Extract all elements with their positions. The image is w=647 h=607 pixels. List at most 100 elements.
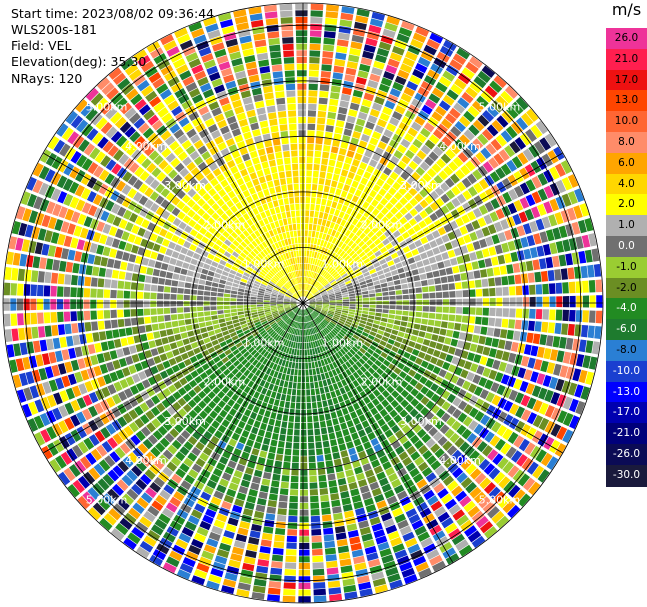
- velocity-gate: [315, 306, 322, 310]
- velocity-gate: [265, 513, 276, 521]
- velocity-gate: [83, 356, 93, 368]
- velocity-gate: [306, 409, 312, 416]
- velocity-gate: [270, 308, 278, 311]
- velocity-gate: [138, 325, 146, 334]
- velocity-gate: [336, 45, 348, 54]
- velocity-gate: [174, 162, 185, 173]
- velocity-gate: [278, 344, 283, 351]
- velocity-gate: [283, 461, 291, 469]
- velocity-gate: [341, 292, 349, 296]
- velocity-gate: [320, 77, 331, 85]
- velocity-gate: [309, 299, 316, 302]
- velocity-gate: [340, 491, 350, 499]
- velocity-gate: [567, 382, 578, 396]
- velocity-gate: [88, 391, 99, 404]
- velocity-gate: [273, 314, 280, 319]
- velocity-gate: [309, 300, 316, 302]
- velocity-gate: [172, 348, 180, 357]
- velocity-gate: [112, 359, 121, 370]
- velocity-gate: [415, 26, 430, 37]
- velocity-gate: [146, 387, 156, 397]
- velocity-gate: [311, 288, 317, 294]
- velocity-gate: [131, 244, 139, 254]
- velocity-gate: [383, 300, 390, 305]
- velocity-gate: [303, 270, 306, 277]
- velocity-gate: [293, 285, 298, 292]
- velocity-gate: [159, 353, 168, 362]
- velocity-gate: [382, 461, 392, 471]
- velocity-gate: [509, 141, 521, 154]
- velocity-gate: [316, 284, 322, 290]
- velocity-gate: [159, 437, 170, 448]
- velocity-gate: [411, 348, 420, 357]
- velocity-gate: [256, 414, 263, 422]
- velocity-gate: [41, 445, 53, 460]
- velocity-gate: [337, 437, 345, 445]
- velocity-gate: [185, 324, 193, 331]
- velocity-gate: [291, 287, 296, 293]
- velocity-gate: [182, 262, 190, 269]
- velocity-gate: [402, 365, 411, 374]
- velocity-gate: [184, 225, 193, 234]
- velocity-gate: [300, 223, 305, 230]
- velocity-gate: [103, 299, 110, 309]
- velocity-gate: [217, 288, 225, 293]
- velocity-gate: [477, 70, 491, 84]
- velocity-gate: [477, 217, 487, 228]
- velocity-gate: [428, 151, 439, 162]
- velocity-gate: [364, 325, 372, 331]
- velocity-gate: [52, 407, 63, 421]
- velocity-gate: [222, 131, 233, 141]
- velocity-gate: [415, 402, 425, 412]
- velocity-gate: [269, 338, 275, 345]
- velocity-gate: [291, 298, 297, 301]
- velocity-gate: [435, 284, 442, 292]
- velocity-gate: [172, 273, 180, 280]
- velocity-gate: [369, 516, 381, 526]
- velocity-gate: [517, 473, 530, 487]
- velocity-gate: [299, 183, 305, 190]
- velocity-gate: [308, 321, 312, 328]
- velocity-gate: [412, 555, 427, 567]
- velocity-gate: [306, 315, 309, 322]
- velocity-gate: [329, 297, 336, 300]
- velocity-gate: [299, 163, 306, 170]
- velocity-gate: [528, 481, 541, 496]
- velocity-gate: [374, 250, 382, 257]
- velocity-gate: [336, 203, 343, 211]
- velocity-gate: [90, 310, 97, 320]
- velocity-gate: [306, 396, 311, 403]
- velocity-gate: [70, 399, 81, 412]
- velocity-gate: [161, 398, 171, 409]
- velocity-gate: [276, 283, 282, 288]
- velocity-gate: [575, 400, 586, 415]
- velocity-gate: [162, 421, 173, 432]
- velocity-gate: [357, 274, 364, 280]
- velocity-gate: [248, 536, 260, 545]
- velocity-gate: [43, 285, 51, 297]
- velocity-gate: [282, 387, 288, 395]
- velocity-gate: [529, 247, 538, 259]
- velocity-gate: [397, 348, 405, 356]
- velocity-gate: [290, 402, 296, 409]
- velocity-gate: [401, 567, 415, 578]
- velocity-gate: [403, 414, 413, 424]
- velocity-gate: [274, 326, 281, 332]
- velocity-gate: [368, 367, 376, 375]
- velocity-gate: [119, 102, 133, 115]
- velocity-gate: [309, 375, 314, 383]
- velocity-gate: [365, 504, 377, 513]
- velocity-gate: [378, 41, 392, 51]
- velocity-gate: [202, 212, 211, 221]
- velocity-gate: [174, 333, 182, 341]
- velocity-gate: [456, 193, 467, 204]
- velocity-gate: [133, 117, 146, 129]
- velocity-gate: [63, 311, 71, 322]
- velocity-gate: [268, 446, 277, 454]
- velocity-gate: [310, 287, 315, 293]
- velocity-gate: [388, 363, 396, 371]
- velocity-gate: [508, 352, 517, 364]
- velocity-gate: [363, 171, 372, 180]
- velocity-gate: [134, 166, 145, 178]
- velocity-gate: [229, 511, 241, 520]
